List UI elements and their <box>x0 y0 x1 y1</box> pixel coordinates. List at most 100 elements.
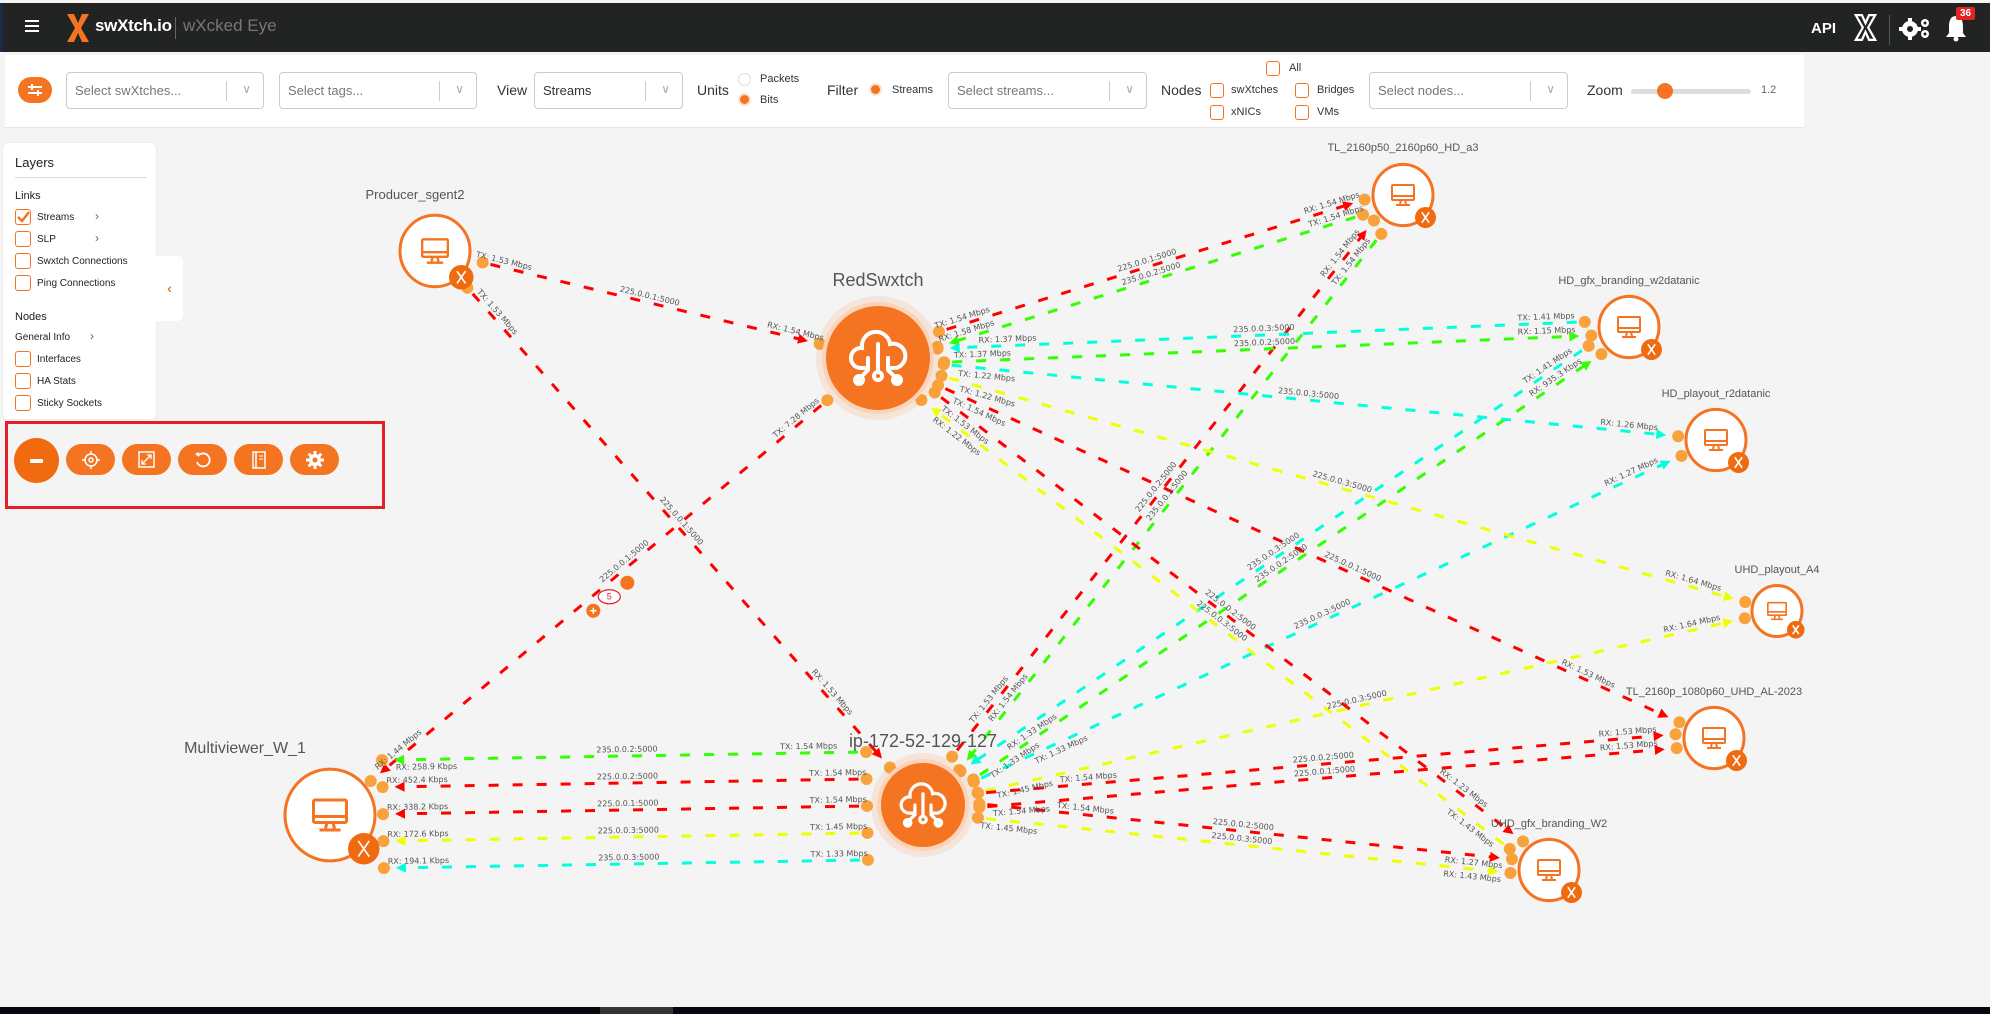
link-line[interactable] <box>972 349 1583 764</box>
tx-port-dot[interactable] <box>821 394 834 407</box>
tx-port-dot[interactable] <box>967 775 980 788</box>
locate-button[interactable] <box>66 444 115 475</box>
stream-link[interactable] <box>937 358 1685 443</box>
chevron-right-icon[interactable]: › <box>95 231 99 245</box>
tx-port-dot[interactable] <box>946 750 959 763</box>
node-red[interactable]: RedSwxtch <box>816 270 940 420</box>
layer-streams[interactable]: Streams <box>15 209 74 225</box>
rx-port-dot[interactable] <box>1672 430 1685 443</box>
rx-port-dot[interactable] <box>376 808 389 821</box>
link-line[interactable] <box>398 804 860 816</box>
node-ip[interactable]: ip-172-52-129-127 <box>849 731 997 857</box>
nodes-xnics-checkbox[interactable] <box>1210 105 1224 120</box>
node-mv[interactable]: Multiviewer_W_1 <box>184 740 380 865</box>
node-uhda4[interactable]: UHD_playout_A4 <box>1735 564 1820 639</box>
rx-port-dot[interactable] <box>1670 742 1683 755</box>
tx-port-dot[interactable] <box>935 369 948 382</box>
rx-port-dot[interactable] <box>1595 348 1608 361</box>
rx-port-dot[interactable] <box>377 862 390 875</box>
tx-port-dot[interactable] <box>861 853 874 866</box>
link-line[interactable] <box>398 777 859 789</box>
swxtch-x-icon[interactable] <box>1854 14 1877 41</box>
link-line[interactable] <box>980 461 1668 780</box>
link-line[interactable] <box>979 361 1590 777</box>
tx-port-dot[interactable] <box>1503 842 1516 855</box>
rx-port-dot[interactable] <box>813 337 826 350</box>
layer-swxtch-connections[interactable]: Swxtch Connections <box>15 253 128 269</box>
stream-link[interactable] <box>972 728 1682 800</box>
link-line[interactable] <box>986 734 1660 795</box>
tx-port-dot[interactable] <box>476 256 489 269</box>
rx-port-dot[interactable] <box>364 775 377 788</box>
stream-link[interactable] <box>932 193 1371 338</box>
nodes-all-checkbox[interactable] <box>1266 61 1280 76</box>
menu-icon[interactable] <box>25 20 39 32</box>
settings-button[interactable] <box>290 444 339 475</box>
rx-port-dot[interactable] <box>376 781 389 794</box>
filter-toggle-button[interactable] <box>18 77 52 103</box>
tx-port-dot[interactable] <box>972 787 985 800</box>
link-line[interactable] <box>953 320 1577 350</box>
rx-port-dot[interactable] <box>1585 329 1598 342</box>
tx-port-dot[interactable] <box>937 358 950 371</box>
stream-link[interactable] <box>377 853 874 875</box>
rx-port-dot[interactable] <box>377 835 390 848</box>
nodes-vms-checkbox[interactable] <box>1295 105 1309 120</box>
layer-slp[interactable]: SLP <box>15 231 56 247</box>
tx-port-dot[interactable] <box>928 386 941 399</box>
streams-select[interactable]: Select streams... ∨ <box>948 72 1147 109</box>
rx-port-dot[interactable] <box>1505 853 1518 866</box>
rx-port-dot[interactable] <box>1675 449 1688 462</box>
stream-link[interactable] <box>935 369 1752 609</box>
tx-port-dot[interactable] <box>861 799 874 812</box>
link-line[interactable] <box>940 396 1512 833</box>
link-line[interactable] <box>987 803 1497 859</box>
link-line[interactable] <box>948 376 1731 600</box>
rx-port-dot[interactable] <box>1673 716 1686 729</box>
slp-checkbox[interactable] <box>15 231 31 247</box>
link-line[interactable] <box>490 262 805 342</box>
network-graph-canvas[interactable]: 5 Producer_sgent2 RedSwxtch ip-172-52-129-1… <box>0 128 1990 1007</box>
stream-link[interactable] <box>931 315 1591 355</box>
collapse-x-icon[interactable] <box>620 575 635 590</box>
stream-link[interactable] <box>376 772 873 794</box>
filter-streams-radio[interactable] <box>869 83 882 96</box>
stream-link[interactable] <box>946 214 1381 763</box>
zoom-slider[interactable] <box>1631 89 1751 94</box>
link-line[interactable] <box>382 404 823 772</box>
tx-port-dot[interactable] <box>860 772 873 785</box>
rx-port-dot[interactable] <box>376 754 389 767</box>
reset-button[interactable] <box>178 444 227 475</box>
general-info-label[interactable]: General Info <box>15 331 71 343</box>
stream-link[interactable] <box>953 227 1388 777</box>
rx-port-dot[interactable] <box>1739 596 1752 609</box>
collapse-panel-button[interactable]: ‹ <box>156 256 183 321</box>
rx-port-dot[interactable] <box>1504 867 1517 880</box>
ha-stats-checkbox[interactable] <box>15 373 31 389</box>
layer-ha-stats[interactable]: HA Stats <box>15 373 76 389</box>
rx-port-dot[interactable] <box>1358 193 1371 206</box>
stream-link[interactable] <box>971 612 1751 799</box>
stream-link[interactable] <box>376 799 874 821</box>
tx-port-dot[interactable] <box>861 826 874 839</box>
tx-port-dot[interactable] <box>1375 227 1388 240</box>
fit-screen-button[interactable] <box>122 444 171 475</box>
stream-link[interactable]: 5 <box>364 394 834 788</box>
sticky-sockets-checkbox[interactable] <box>15 395 31 411</box>
link-line[interactable] <box>985 620 1730 793</box>
tx-port-dot[interactable] <box>1582 339 1595 352</box>
stream-link[interactable] <box>932 379 1686 729</box>
api-link[interactable]: API <box>1811 20 1837 37</box>
tags-select[interactable]: Select tags... ∨ <box>279 72 477 109</box>
stream-link[interactable] <box>967 449 1688 788</box>
stream-link[interactable] <box>377 826 874 848</box>
layer-ping-connections[interactable]: Ping Connections <box>15 275 115 291</box>
units-packets-radio[interactable] <box>738 73 751 86</box>
link-line[interactable] <box>399 858 860 870</box>
stream-link[interactable] <box>967 348 1608 786</box>
stream-link[interactable] <box>376 745 873 767</box>
tx-port-dot[interactable] <box>1578 315 1591 328</box>
swxtch-connections-checkbox[interactable] <box>15 253 31 269</box>
link-line[interactable] <box>946 202 1350 331</box>
tx-port-dot[interactable] <box>973 797 986 810</box>
